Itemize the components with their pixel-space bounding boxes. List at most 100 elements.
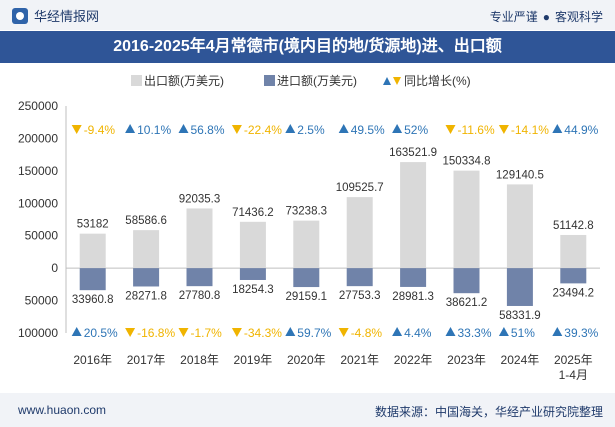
legend-swatch-export xyxy=(131,75,142,86)
import-bar xyxy=(506,268,533,306)
export-bar xyxy=(560,234,587,269)
export-bar xyxy=(346,197,373,269)
import-value-label: 28981.3 xyxy=(392,291,434,303)
growth-down-icon xyxy=(231,328,242,337)
export-growth-label: -11.6% xyxy=(458,123,495,137)
legend-label-growth: 同比增长(%) xyxy=(404,74,471,88)
legend-label-import: 进口额(万美元) xyxy=(277,74,357,88)
import-bar xyxy=(453,268,480,294)
growth-up-icon xyxy=(552,124,563,133)
import-value-label: 27753.3 xyxy=(339,290,381,302)
x-tick-label: 2019年 xyxy=(234,353,273,367)
import-value-label: 58331.9 xyxy=(499,310,541,322)
growth-up-icon xyxy=(285,124,296,133)
y-tick-label: 100000 xyxy=(18,326,58,340)
import-growth-label: -16.8% xyxy=(137,326,175,340)
export-value-label: 163521.9 xyxy=(389,147,437,159)
tagline: 专业严谨 ● 客观科学 xyxy=(490,8,603,25)
export-growth-label: 2.5% xyxy=(297,123,325,137)
growth-up-icon xyxy=(445,327,456,336)
legend-swatch-import xyxy=(264,75,275,86)
export-value-label: 129140.5 xyxy=(496,169,544,181)
y-tick-label: 150000 xyxy=(18,164,58,178)
import-bar xyxy=(293,268,320,288)
import-value-label: 29159.1 xyxy=(286,291,328,303)
chart: 250000 200000 150000 100000 50000 0 50000 10000… xyxy=(18,74,600,382)
export-value-label: 71436.2 xyxy=(232,207,274,219)
y-tick-label: 50000 xyxy=(25,229,59,243)
import-bar xyxy=(400,268,427,287)
tagline-separator: ● xyxy=(542,10,550,24)
export-bar xyxy=(186,208,213,269)
y-tick-label: 0 xyxy=(51,261,58,275)
growth-down-icon xyxy=(125,328,136,337)
import-bar xyxy=(133,268,160,287)
x-tick-label: 1-4月 xyxy=(559,368,588,382)
import-bar xyxy=(346,268,373,287)
export-growth-label: 49.5% xyxy=(351,123,385,137)
growth-down-icon xyxy=(71,125,82,134)
brand: 华经情报网 xyxy=(12,6,99,25)
import-growth-label: 20.5% xyxy=(84,326,118,340)
export-bar xyxy=(506,184,533,269)
import-growth-label: 59.7% xyxy=(297,326,331,340)
tagline-right: 客观科学 xyxy=(554,10,603,24)
legend-up-triangle-icon xyxy=(383,77,391,85)
import-value-label: 33960.8 xyxy=(72,294,114,306)
export-bar xyxy=(400,162,427,269)
export-bar xyxy=(239,221,266,269)
x-tick-label: 2018年 xyxy=(180,353,219,367)
growth-down-icon xyxy=(178,328,189,337)
growth-up-icon xyxy=(71,327,82,336)
growth-down-icon xyxy=(498,125,509,134)
export-value-label: 150334.8 xyxy=(443,156,491,168)
import-bar xyxy=(560,268,587,284)
x-tick-label: 2022年 xyxy=(394,353,433,367)
legend-down-triangle-icon xyxy=(393,77,401,85)
export-value-label: 58586.6 xyxy=(125,215,167,227)
x-tick-label: 2025年 xyxy=(554,353,593,367)
export-growth-label: -14.1% xyxy=(511,123,549,137)
export-growth-label: 56.8% xyxy=(191,123,225,137)
import-value-label: 27780.8 xyxy=(179,290,221,302)
growth-down-icon xyxy=(338,328,349,337)
growth-up-icon xyxy=(552,327,563,336)
export-bar xyxy=(133,230,160,269)
import-growth-label: -1.7% xyxy=(191,326,223,340)
growth-up-icon xyxy=(285,327,296,336)
y-tick-label: 250000 xyxy=(18,99,58,113)
import-bar xyxy=(239,268,266,280)
growth-down-icon xyxy=(231,125,242,134)
x-tick-label: 2020年 xyxy=(287,353,326,367)
import-value-label: 23494.2 xyxy=(553,287,595,299)
top-bar: 华经情报网 专业严谨 ● 客观科学 xyxy=(0,0,615,30)
export-value-label: 73238.3 xyxy=(286,206,328,218)
footer-source: 数据来源：中国海关，华经产业研究院整理 xyxy=(374,405,603,419)
legend-label-export: 出口额(万美元) xyxy=(144,74,224,88)
growth-up-icon xyxy=(498,327,509,336)
export-value-label: 92035.3 xyxy=(179,193,221,205)
export-value-label: 53182 xyxy=(77,219,109,231)
growth-up-icon xyxy=(392,327,403,336)
growth-up-icon xyxy=(338,124,349,133)
export-growth-label: -9.4% xyxy=(84,123,116,137)
import-bar xyxy=(186,268,213,287)
export-growth-label: -22.4% xyxy=(244,123,282,137)
import-growth-label: 33.3% xyxy=(458,326,492,340)
import-value-label: 28271.8 xyxy=(125,290,167,302)
x-tick-label: 2023年 xyxy=(447,353,486,367)
growth-up-icon xyxy=(392,124,403,133)
growth-up-icon xyxy=(178,124,189,133)
y-tick-label: 100000 xyxy=(18,196,58,210)
brand-name: 华经情报网 xyxy=(34,9,100,24)
import-growth-label: 4.4% xyxy=(404,326,432,340)
import-value-label: 18254.3 xyxy=(232,284,274,296)
tagline-left: 专业严谨 xyxy=(489,10,538,24)
x-tick-label: 2024年 xyxy=(501,353,540,367)
export-bar xyxy=(79,233,106,269)
export-bar xyxy=(293,220,320,269)
export-bar xyxy=(453,170,480,269)
import-value-label: 38621.2 xyxy=(446,297,488,309)
x-tick-label: 2016年 xyxy=(73,353,112,367)
import-growth-label: -4.8% xyxy=(351,326,383,340)
